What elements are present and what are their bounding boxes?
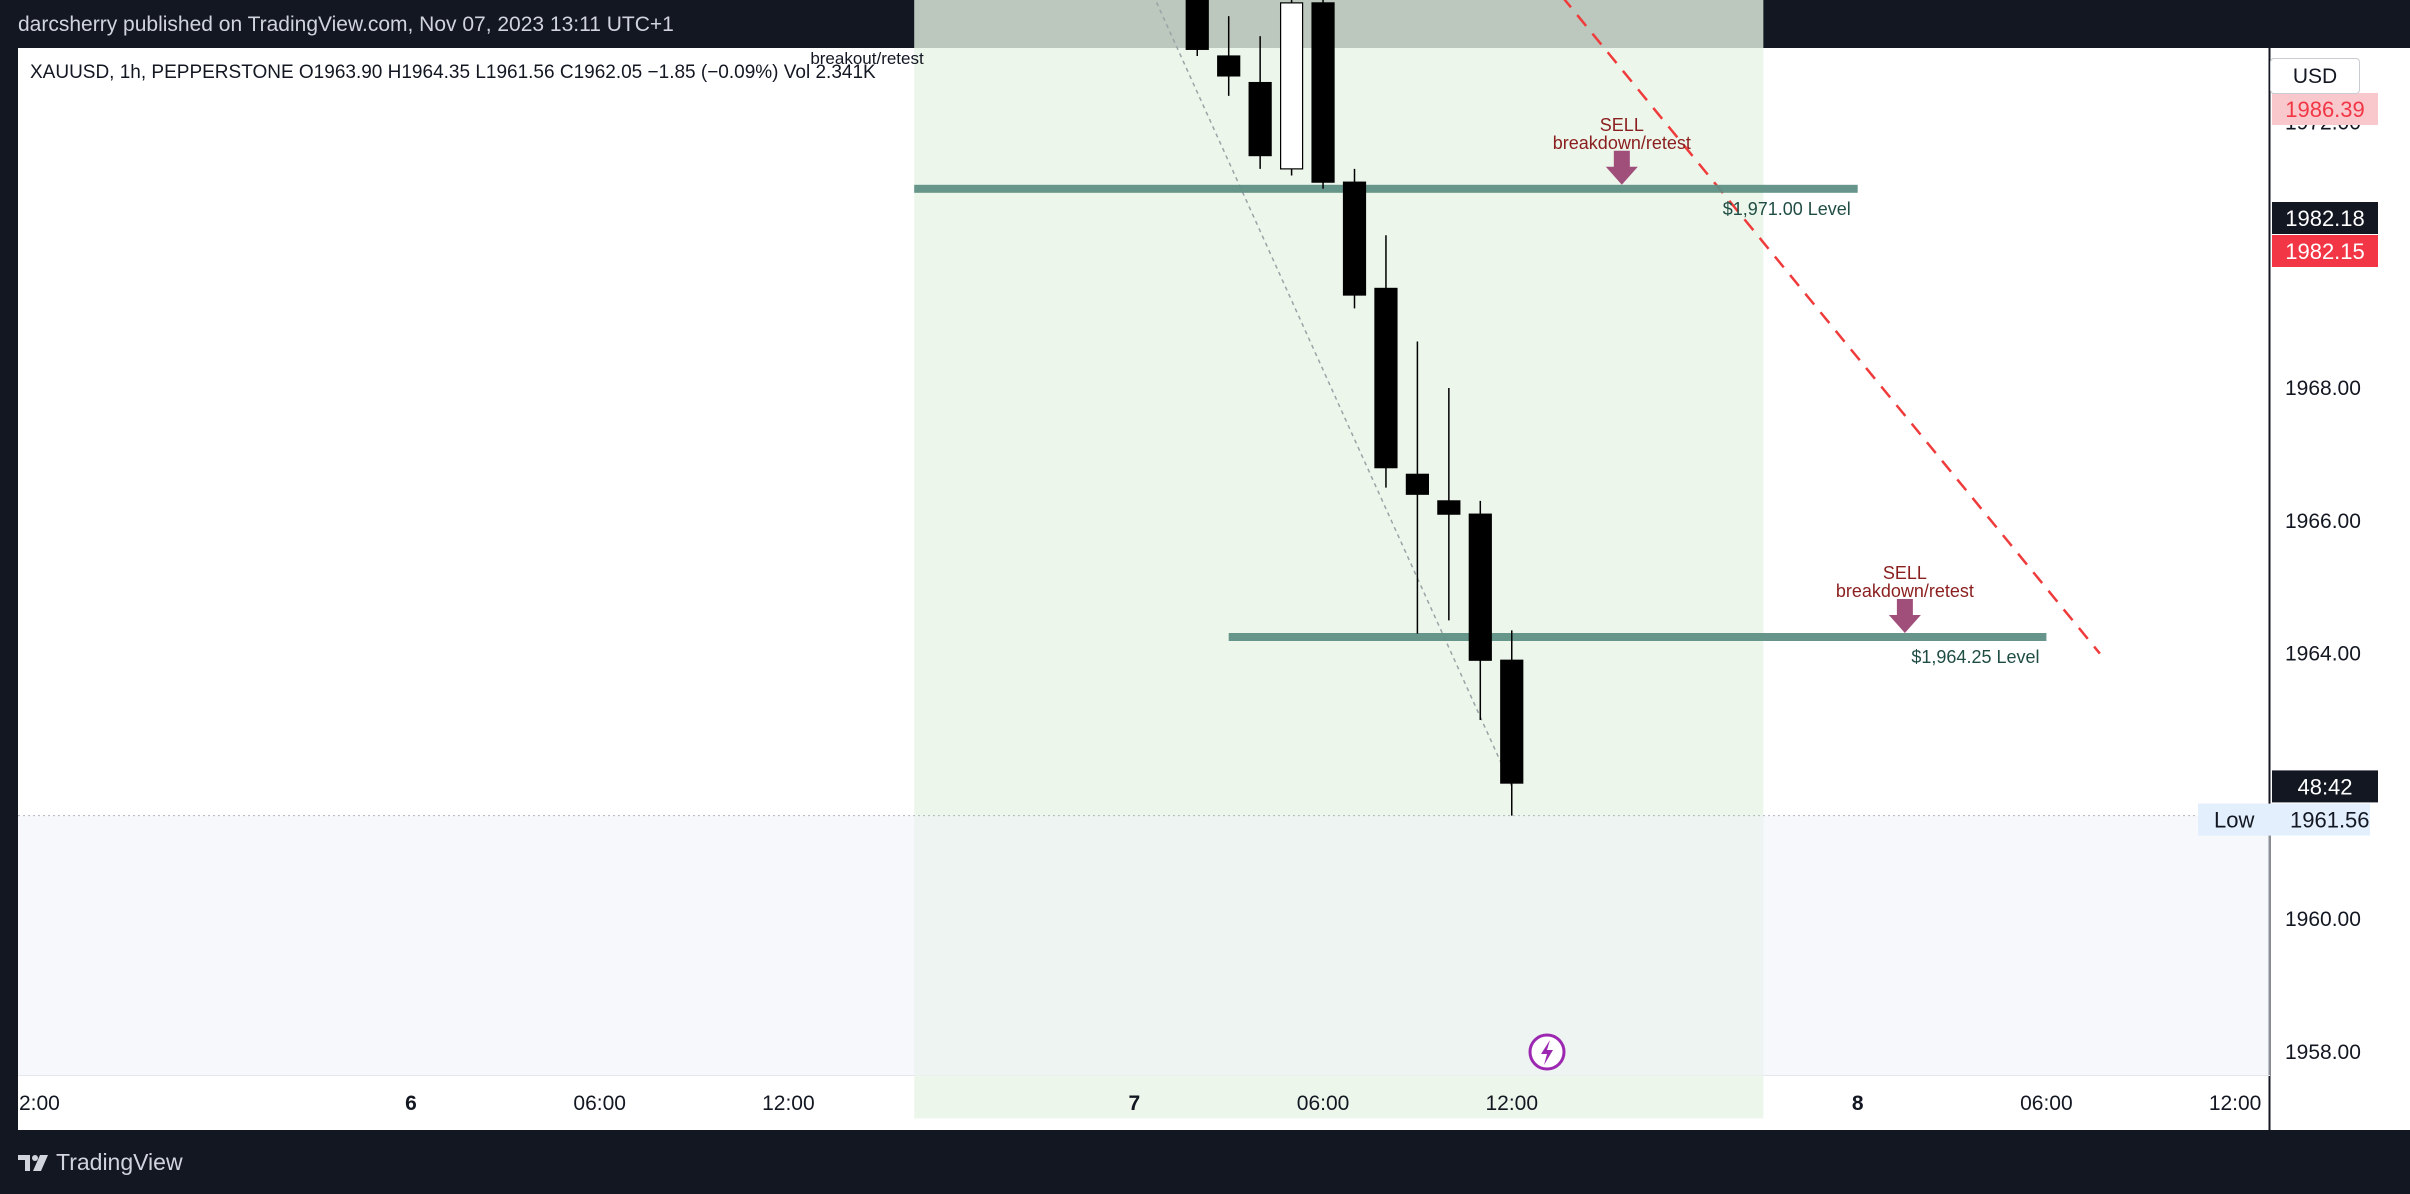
last-price-tag-text: 1982.18 [2285,206,2365,231]
top-price-tag-text: 1986.39 [2285,97,2365,122]
price-tick: 1964.00 [2285,643,2361,666]
price-tags: 1986.39 1982.18 1982.15 48:42 Low 1961.56 [2198,93,2378,836]
sell-sublabel: breakdown/retest [1553,133,1691,153]
level-line [1228,633,2047,641]
bear-candle [1405,473,1430,495]
tradingview-logo-icon [18,1154,48,1171]
red-trendline [1563,0,2101,655]
bear-candle [1468,513,1492,661]
time-tick: 06:00 [573,1092,626,1115]
bid-price-tag-text: 1982.15 [2285,239,2365,264]
bear-candle [1311,2,1335,183]
time-tick: 8 [1852,1092,1864,1115]
time-tick: 12:00 [762,1092,815,1115]
time-tick: 7 [1129,1092,1141,1115]
bid-price-tag [2272,235,2378,267]
bear-candle [1185,0,1209,50]
sell-arrow-icon [1605,150,1638,185]
lightning-icon[interactable] [1528,1033,1566,1071]
time-tick: 6 [405,1092,417,1115]
low-tag-value: 1961.56 [2290,808,2370,833]
price-tick: 1960.00 [2285,908,2361,931]
level-label: $1,964.25 Level [1911,647,2039,667]
trade-annotations: BUYbreakout/retestSELLbreakdown/retestSE… [810,49,1974,633]
time-tick: 06:00 [2020,1092,2073,1115]
time-axis: 12:00 6 06:00 12:00 7 06:00 12:00 8 06:00 12:00 [7,1092,2261,1115]
bottom-bar [0,1130,2410,1194]
top-price-tag [2272,93,2378,125]
low-band [18,815,2270,1076]
last-price-tag [2272,202,2378,234]
sell-label: SELL [1883,563,1927,583]
currency-selector[interactable]: USD [2270,58,2360,94]
sell-arrow-icon [1888,599,1921,633]
sell-label: SELL [1600,115,1644,135]
candles [1185,0,1524,816]
tradingview-brand: TradingView [56,1149,183,1175]
bear-candle [1437,500,1461,515]
time-tick: 12:00 [1485,1092,1538,1115]
tradingview-logo[interactable]: TradingView [18,1149,183,1176]
top-annotation: breakout/retest [810,49,924,68]
bear-candle [1374,287,1398,469]
bear-candle [1500,659,1524,784]
price-tick: 1958.00 [2285,1041,2361,1064]
low-tag [2198,803,2370,836]
trendlines [1154,0,2101,787]
symbol-legend: XAUUSD, 1h, PEPPERSTONE O1963.90 H1964.3… [30,62,876,83]
low-shade [18,815,2270,1076]
bear-candle [1217,55,1241,77]
low-tag-label: Low [2214,808,2254,833]
bear-candle [1248,81,1272,157]
countdown-tag-text: 48:42 [2297,774,2352,799]
profit-zone [914,0,1764,787]
time-tick: 12:00 [7,1092,60,1115]
bear-candle [1342,181,1367,296]
sell-sublabel: breakdown/retest [1836,581,1974,601]
countdown-tag [2272,770,2378,803]
time-tick: 12:00 [2209,1092,2262,1115]
price-tick: 1968.00 [2285,377,2361,400]
time-tick: 06:00 [1297,1092,1350,1115]
bull-candle [1279,2,1304,170]
level-lines: $1,987.50 Level$1,982.00 Level$1,971.00 … [914,184,2047,667]
published-info: darcsherry published on TradingView.com,… [18,13,674,36]
price-tick: 1966.00 [2285,510,2361,533]
level-label: $1,971.00 Level [1723,199,1851,219]
level-line [914,184,1858,193]
